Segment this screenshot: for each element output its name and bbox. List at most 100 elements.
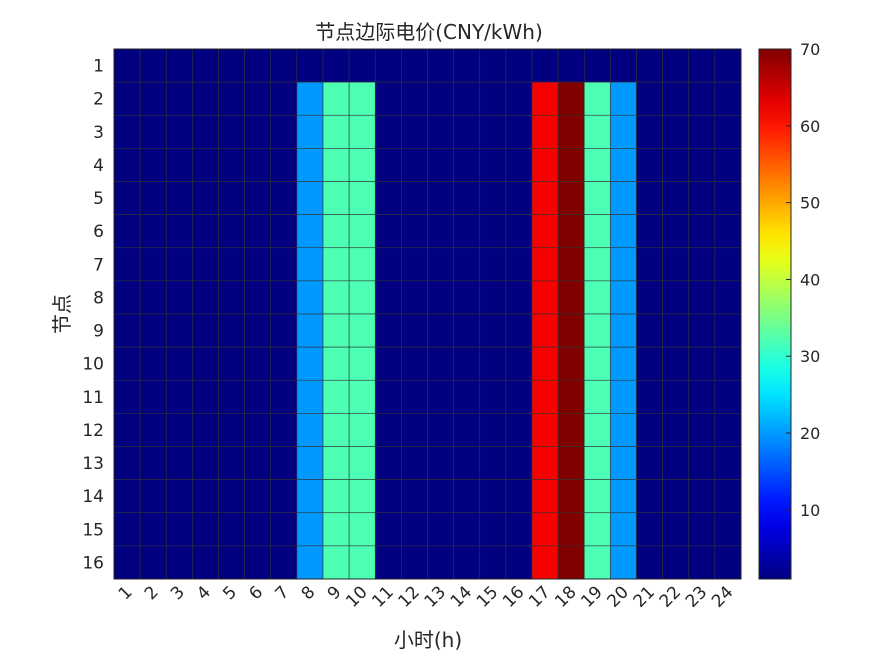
heatmap-cell xyxy=(244,313,272,348)
heatmap-cell xyxy=(427,148,454,182)
heatmap-cell xyxy=(479,512,507,547)
heatmap-cell xyxy=(453,479,481,514)
heatmap-cell xyxy=(479,148,507,182)
heatmap-cell xyxy=(714,280,742,315)
heatmap-cell xyxy=(401,512,428,547)
heatmap-cell xyxy=(296,181,324,215)
heatmap-cell xyxy=(374,446,402,480)
heatmap-cell xyxy=(531,48,559,83)
heatmap-cell xyxy=(479,413,507,447)
heatmap-cell xyxy=(636,280,663,315)
heatmap-cell xyxy=(296,446,324,480)
heatmap-cell xyxy=(479,479,507,514)
heatmap-cell xyxy=(165,247,193,282)
y-tick-label: 4 xyxy=(93,156,104,176)
heatmap-cell xyxy=(688,280,716,315)
heatmap-cell xyxy=(453,346,481,381)
heatmap-cell xyxy=(636,446,663,480)
heatmap-cell xyxy=(636,114,663,149)
heatmap-cell xyxy=(218,545,245,580)
heatmap-cell xyxy=(139,48,167,83)
heatmap-cell xyxy=(139,512,167,547)
heatmap-cell xyxy=(557,346,585,381)
heatmap-cell xyxy=(113,446,141,480)
heatmap-cell xyxy=(583,446,611,480)
heatmap-cell xyxy=(374,280,402,315)
heatmap-cell xyxy=(453,545,481,580)
heatmap-cell xyxy=(636,81,663,116)
heatmap-cell xyxy=(557,512,585,547)
heatmap-cell xyxy=(139,114,167,149)
x-tick-label: 24 xyxy=(708,582,737,611)
heatmap-cell xyxy=(505,545,533,580)
heatmap-cell xyxy=(348,181,376,215)
heatmap-cell xyxy=(662,479,690,514)
heatmap-cell xyxy=(583,280,611,315)
heatmap-cell xyxy=(610,148,637,182)
heatmap-cell xyxy=(348,81,376,116)
heatmap-cell xyxy=(636,479,663,514)
heatmap-cell xyxy=(374,81,402,116)
heatmap-cell xyxy=(453,512,481,547)
heatmap-cell xyxy=(322,48,350,83)
heatmap-cell xyxy=(192,346,219,381)
y-tick-label: 6 xyxy=(93,222,104,242)
heatmap-cell xyxy=(714,545,742,580)
heatmap-cell xyxy=(583,479,611,514)
heatmap-cell xyxy=(113,379,141,414)
heatmap-cell xyxy=(531,280,559,315)
x-tick-label: 18 xyxy=(551,582,580,611)
heatmap-cell xyxy=(714,181,742,215)
heatmap-cell xyxy=(374,247,402,282)
heatmap-cell xyxy=(296,512,324,547)
heatmap-cell xyxy=(296,413,324,447)
heatmap-cell xyxy=(531,479,559,514)
heatmap-cell xyxy=(583,313,611,348)
heatmap-cell xyxy=(557,114,585,149)
heatmap-cell xyxy=(505,81,533,116)
y-tick-label: 13 xyxy=(82,454,104,474)
heatmap-cell xyxy=(165,114,193,149)
heatmap-cell xyxy=(610,446,637,480)
heatmap-cell xyxy=(610,114,637,149)
heatmap-cell xyxy=(688,114,716,149)
heatmap-cell xyxy=(583,512,611,547)
heatmap-cell xyxy=(688,247,716,282)
heatmap-cell xyxy=(479,545,507,580)
heatmap-cell xyxy=(714,346,742,381)
heatmap-cell xyxy=(113,148,141,182)
heatmap-cell xyxy=(139,346,167,381)
heatmap-cell xyxy=(374,148,402,182)
heatmap-cell xyxy=(688,379,716,414)
heatmap-cell xyxy=(453,280,481,315)
x-tick-label: 1 xyxy=(115,582,137,604)
heatmap-cell xyxy=(636,512,663,547)
heatmap-cell xyxy=(714,446,742,480)
heatmap-cell xyxy=(583,214,611,249)
heatmap-cell xyxy=(218,148,245,182)
heatmap-cell xyxy=(244,413,272,447)
heatmap-cell xyxy=(583,181,611,215)
heatmap-cell xyxy=(296,114,324,149)
colorbar-tick-labels: 10 20 30 40 50 60 70 xyxy=(786,40,820,520)
colorbar-tick-label: 20 xyxy=(800,424,820,443)
heatmap-cell xyxy=(479,446,507,480)
heatmap-cell xyxy=(662,181,690,215)
heatmap-cell xyxy=(662,545,690,580)
x-tick-label: 9 xyxy=(324,582,346,604)
heatmap-cell xyxy=(270,446,298,480)
heatmap-cell xyxy=(296,313,324,348)
heatmap-cell xyxy=(662,48,690,83)
heatmap-cell xyxy=(401,48,428,83)
y-tick-label: 11 xyxy=(82,388,104,408)
heatmap-cell xyxy=(453,446,481,480)
heatmap-cell xyxy=(453,247,481,282)
heatmap-cell xyxy=(270,346,298,381)
heatmap-cell xyxy=(714,479,742,514)
heatmap-cell xyxy=(610,545,637,580)
heatmap-cell xyxy=(218,280,245,315)
heatmap-cell xyxy=(427,81,454,116)
heatmap-cell xyxy=(531,313,559,348)
heatmap-cell xyxy=(113,346,141,381)
